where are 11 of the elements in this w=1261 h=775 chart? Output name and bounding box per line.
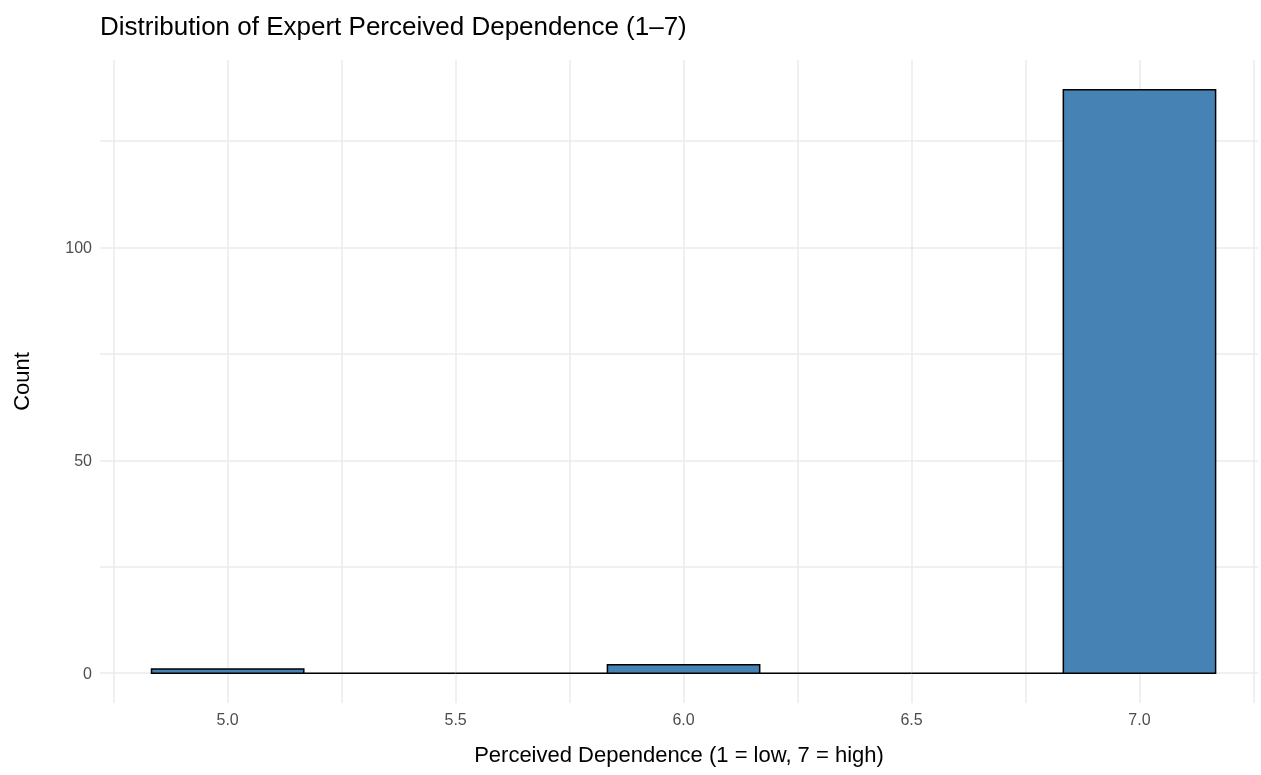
x-tick-label: 7.0 xyxy=(1128,710,1151,728)
y-tick-label: 50 xyxy=(74,451,93,469)
x-axis-title: Perceived Dependence (1 = low, 7 = high) xyxy=(474,741,884,767)
y-tick-label: 0 xyxy=(83,664,93,682)
x-tick-label: 5.5 xyxy=(444,710,467,728)
chart-title: Distribution of Expert Perceived Dependence (1–7) xyxy=(100,11,687,41)
x-tick-label: 6.5 xyxy=(900,710,923,728)
x-tick-label: 6.0 xyxy=(672,710,695,728)
y-axis-title: Count xyxy=(8,352,34,411)
x-tick-label: 5.0 xyxy=(216,710,239,728)
y-tick-label: 100 xyxy=(65,238,93,256)
